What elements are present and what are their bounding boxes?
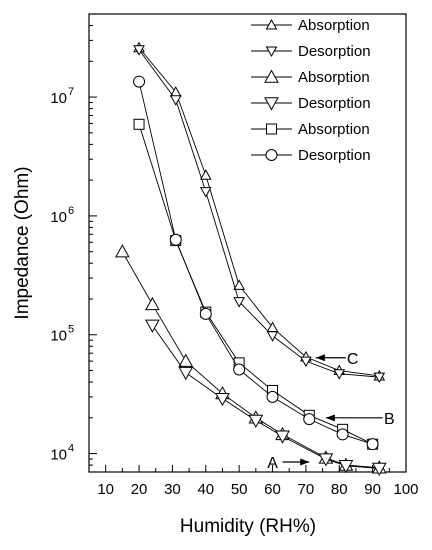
y-tick-label: 10 <box>50 90 67 107</box>
data-point <box>178 366 194 381</box>
data-point <box>169 233 182 246</box>
data-point <box>199 187 212 198</box>
data-point <box>199 307 212 320</box>
x-axis: 10 20 30 40 50 60 70 80 90 100 <box>97 465 419 498</box>
data-point <box>178 353 194 367</box>
x-tick-label: 100 <box>393 481 418 498</box>
series-5 <box>133 118 379 450</box>
y-tick-exponent: 7 <box>68 86 74 98</box>
y-tick-label: 10 <box>50 447 67 464</box>
series-4 <box>145 319 387 476</box>
data-point <box>233 279 246 290</box>
legend-entry: Desorption <box>251 147 371 164</box>
data-point <box>275 430 290 444</box>
data-point <box>248 414 264 428</box>
y-axis-title: Impedance (Ohm) <box>12 166 33 319</box>
annotation-arrowhead <box>325 414 335 422</box>
x-tick-label: 40 <box>197 481 214 498</box>
annotation-label: C <box>347 351 359 368</box>
data-point <box>233 363 246 376</box>
legend-marker <box>265 46 278 58</box>
x-tick-label: 70 <box>298 481 315 498</box>
x-tick-label: 80 <box>331 481 348 498</box>
legend-marker <box>266 123 277 135</box>
data-point <box>199 169 212 180</box>
data-point <box>266 390 279 403</box>
legend-marker <box>264 69 279 83</box>
y-tick-label: 10 <box>50 209 67 226</box>
data-point <box>145 296 160 311</box>
legend-entry: Desorption <box>251 43 371 60</box>
y-tick-exponent: 6 <box>68 205 74 217</box>
data-point <box>133 118 145 130</box>
series-line <box>138 47 380 377</box>
legend-label: Desorption <box>298 95 371 112</box>
data-point <box>318 453 334 467</box>
x-tick-label: 60 <box>264 481 281 498</box>
x-tick-label: 50 <box>231 481 248 498</box>
series-line <box>138 49 380 378</box>
data-point <box>233 297 246 308</box>
legend-label: Absorption <box>298 121 370 138</box>
series-line <box>152 325 380 469</box>
annotation-arrowhead <box>315 354 325 362</box>
series-line <box>138 124 373 445</box>
annotation-arrowhead <box>300 458 310 466</box>
x-axis-title: Humidity (RH%) <box>180 516 316 537</box>
legend-entry: Absorption <box>251 121 370 138</box>
annotation-label: A <box>267 455 278 472</box>
data-point <box>336 428 349 441</box>
data-point <box>133 45 145 56</box>
y-tick-exponent: 5 <box>68 324 74 336</box>
x-tick-label: 20 <box>131 481 148 498</box>
legend-entry: Absorption <box>251 17 370 34</box>
series-layer <box>115 41 387 476</box>
series-line <box>138 81 373 445</box>
data-point <box>145 319 160 333</box>
plot-frame <box>88 13 407 473</box>
annotation-label: B <box>384 411 395 428</box>
legend-label: Desorption <box>298 43 371 60</box>
data-point <box>115 244 130 258</box>
legend-label: Desorption <box>298 147 371 164</box>
legend-marker <box>265 149 278 161</box>
y-tick-exponent: 4 <box>68 443 74 455</box>
legend-entry: Desorption <box>251 95 371 112</box>
data-point <box>366 438 379 451</box>
annotations: C B A <box>267 351 394 472</box>
y-tick-label: 10 <box>50 328 67 345</box>
x-tick-label: 90 <box>364 481 381 498</box>
data-point <box>133 75 146 88</box>
data-point <box>300 356 312 368</box>
data-point <box>371 462 387 476</box>
legend-label: Absorption <box>298 69 370 86</box>
series-6 <box>133 75 379 451</box>
data-point <box>266 331 279 342</box>
data-point <box>266 321 279 333</box>
legend-marker <box>265 18 278 30</box>
data-point <box>333 369 346 380</box>
x-tick-label: 10 <box>97 481 114 498</box>
series-2 <box>133 45 386 384</box>
data-point <box>215 392 230 407</box>
data-point <box>169 95 182 106</box>
data-point <box>303 413 316 426</box>
data-point <box>373 372 386 384</box>
x-tick-label: 30 <box>164 481 181 498</box>
legend-entry: Absorption <box>251 69 370 86</box>
legend-marker <box>264 97 279 111</box>
data-point <box>338 460 354 474</box>
legend-label: Absorption <box>298 17 370 34</box>
legend: Absorption Desorption Absorption Desorption… <box>251 17 371 164</box>
